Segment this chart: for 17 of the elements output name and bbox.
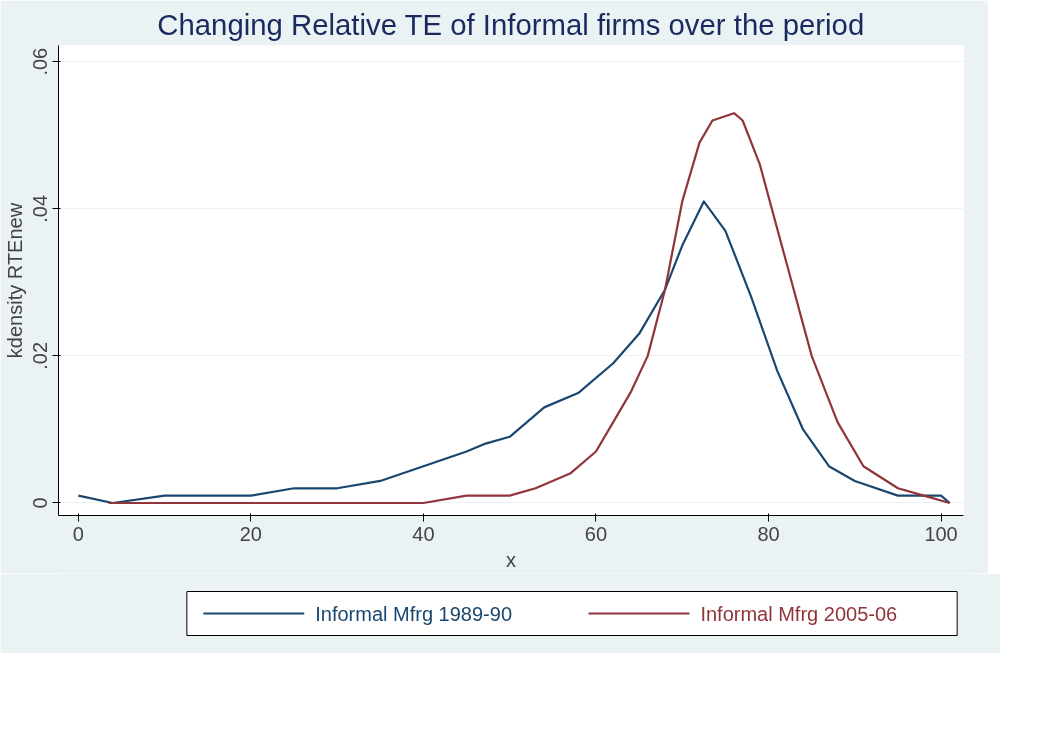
line-series	[107, 112, 951, 505]
line-series	[77, 200, 951, 505]
x-tick-label: 100	[924, 522, 958, 545]
x-tick-label: 40	[412, 522, 435, 545]
y-tick-label: .04	[29, 194, 52, 223]
y-tick-label: .02	[29, 341, 52, 370]
y-tick-label: .06	[29, 47, 52, 76]
x-tick-label: 60	[584, 522, 608, 545]
x-tick-label: 20	[239, 522, 263, 545]
text: Informal Mfrg 2005-06	[700, 602, 898, 625]
text: Informal Mfrg 1989-90	[315, 602, 513, 625]
y-tick-label: 0	[29, 497, 52, 509]
chart-title: Changing Relative TE of Informal firms over the period	[157, 7, 865, 41]
x-axis-title: x	[506, 548, 516, 571]
x-tick-label: 0	[72, 522, 84, 545]
x-tick-label: 80	[757, 522, 780, 545]
y-axis-title: kdensity RTEnew	[3, 202, 26, 359]
